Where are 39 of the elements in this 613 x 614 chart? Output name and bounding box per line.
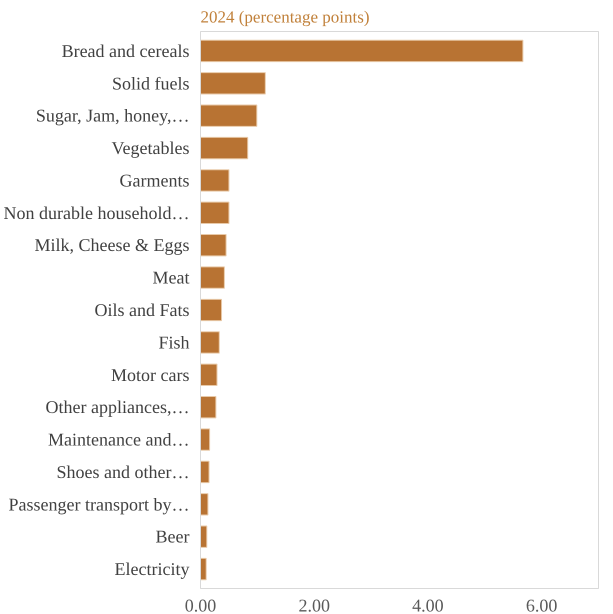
bar (200, 40, 524, 62)
x-tick-label: 2.00 (298, 596, 330, 614)
bar (200, 202, 230, 224)
y-tick-label: Shoes and other… (56, 462, 190, 482)
bar (200, 136, 248, 160)
bar (200, 558, 207, 580)
y-tick-label: Electricity (114, 559, 190, 580)
bar (200, 331, 220, 354)
bar (200, 298, 222, 322)
bar (200, 460, 210, 484)
bar (200, 493, 208, 516)
y-tick-label: Bread and cereals (62, 40, 190, 61)
y-tick-label: Beer (156, 526, 190, 547)
bar (200, 234, 227, 256)
y-tick-label: Milk, Cheese & Eggs (34, 235, 190, 256)
bar (200, 169, 230, 192)
y-tick-label: Vegetables (112, 138, 190, 158)
y-tick-label: Sugar, Jam, honey,… (36, 106, 190, 126)
bar (200, 396, 216, 418)
y-tick-label: Fish (158, 332, 190, 352)
y-tick-label: Meat (152, 268, 190, 288)
bar (200, 72, 266, 94)
bar (200, 266, 225, 289)
chart-title: 2024 (percentage points) (200, 8, 370, 26)
bar (200, 428, 210, 451)
y-tick-label: Non durable household… (4, 202, 190, 223)
x-tick-label: 0.00 (184, 596, 216, 614)
x-tick-label: 4.00 (412, 596, 444, 614)
y-tick-label: Maintenance and… (48, 430, 190, 450)
x-tick-label: 6.00 (526, 596, 558, 614)
y-tick-label: Other appliances,… (46, 397, 190, 418)
y-tick-label: Solid fuels (112, 73, 190, 94)
y-tick-label: Garments (120, 170, 190, 190)
y-tick-label: Passenger transport by… (8, 494, 190, 514)
bar (200, 104, 258, 127)
bar (200, 526, 208, 548)
bar (200, 364, 218, 386)
y-tick-label: Oils and Fats (94, 300, 190, 320)
y-tick-label: Motor cars (111, 364, 190, 385)
